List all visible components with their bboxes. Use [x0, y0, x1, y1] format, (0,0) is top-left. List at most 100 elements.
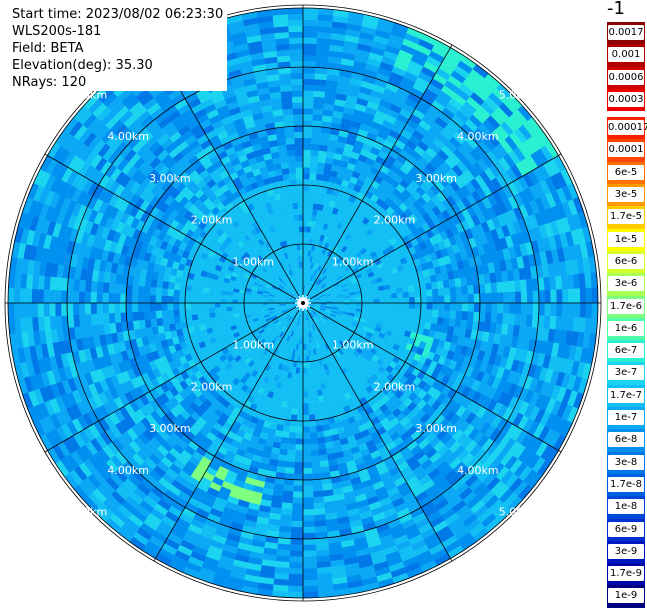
range-gate-cell [372, 290, 380, 296]
range-gate-cell [479, 293, 487, 304]
range-gate-cell [302, 190, 310, 198]
range-gate-cell [355, 296, 363, 301]
range-gate-cell [102, 292, 109, 304]
range-gate-cell [281, 496, 293, 504]
range-gate-cell [232, 302, 239, 307]
range-gate-cell [302, 408, 310, 416]
range-gate-cell [316, 555, 331, 563]
range-gate-cell [167, 295, 174, 304]
range-gate-cell [190, 302, 198, 310]
range-gate-cell [275, 555, 290, 563]
range-gate-cell [25, 302, 33, 318]
range-gate-cell [290, 532, 304, 540]
range-gate-cell [276, 549, 291, 557]
range-gate-cell [403, 302, 410, 309]
range-gate-cell [90, 313, 98, 326]
range-gate-cell [514, 313, 522, 326]
range-gate-cell [343, 297, 351, 301]
range-gate-cell [460, 277, 468, 287]
range-gate-cell [143, 286, 151, 296]
range-gate-cell [426, 289, 433, 297]
range-gate-cell [312, 108, 324, 116]
range-gate-cell [302, 450, 312, 457]
range-gate-cell [208, 292, 216, 299]
range-gate-cell [555, 275, 563, 290]
range-gate-cell [302, 167, 311, 174]
range-gate-cell [289, 544, 304, 551]
range-gate-cell [249, 305, 257, 309]
range-gate-cell [585, 287, 593, 304]
range-gate-cell [290, 538, 304, 546]
range-gate-cell [313, 96, 325, 104]
range-gate-cell [456, 302, 463, 312]
range-gate-cell [243, 299, 251, 304]
range-gate-cell [149, 294, 156, 304]
range-gate-cell [538, 302, 546, 316]
range-gate-cell [161, 295, 168, 304]
range-gate-cell [436, 280, 444, 289]
range-gate-cell [549, 315, 557, 330]
range-gate-cell [302, 385, 308, 392]
range-gate-cell [49, 302, 56, 317]
range-gate-cell [96, 281, 104, 293]
range-gate-cell [319, 460, 329, 468]
range-gate-cell [308, 190, 315, 198]
range-gate-cell [282, 490, 294, 498]
range-gate-cell [31, 316, 40, 332]
range-gate-cell [138, 277, 146, 287]
range-gate-cell [294, 456, 304, 463]
range-gate-cell [114, 302, 121, 314]
range-gate-cell [293, 473, 304, 481]
range-gate-cell [302, 202, 309, 209]
range-gate-cell [567, 302, 575, 318]
range-gate-cell [311, 384, 317, 392]
range-gate-cell [490, 282, 498, 294]
backscatter-field [7, 7, 599, 599]
range-gate-cell [302, 214, 308, 221]
range-gate-cell [243, 302, 251, 307]
range-gate-cell [302, 367, 307, 374]
range-gate-cell [585, 302, 593, 319]
range-gate-cell [306, 367, 311, 374]
range-gate-cell [287, 585, 304, 593]
range-gate-cell [384, 307, 392, 313]
range-gate-cell [302, 220, 308, 227]
range-gate-cell [431, 309, 439, 318]
range-gate-cell [379, 306, 386, 312]
range-gate-cell [294, 461, 304, 469]
range-gate-cell [302, 43, 317, 50]
range-gate-cell [285, 407, 293, 415]
range-gate-cell [349, 302, 357, 306]
range-gate-cell [316, 431, 325, 439]
range-gate-cell [137, 285, 145, 295]
range-gate-cell [220, 298, 227, 304]
range-gate-cell [313, 502, 325, 510]
range-gate-cell [37, 288, 44, 304]
range-gate-cell [317, 436, 326, 444]
range-gate-cell [317, 442, 327, 450]
range-gate-cell [555, 316, 563, 331]
range-gate-cell [72, 302, 80, 316]
range-gate-cell [161, 288, 169, 297]
range-gate-cell [526, 302, 534, 316]
range-gate-cell [503, 302, 510, 314]
range-gate-cell [43, 289, 50, 304]
range-gate-cell [232, 299, 239, 304]
range-gate-cell [309, 167, 318, 175]
range-gate-cell [461, 311, 469, 321]
range-gate-cell [179, 309, 186, 317]
range-gate-cell [298, 373, 304, 380]
range-gate-cell [309, 437, 318, 445]
range-gate-cell [302, 497, 314, 504]
range-gate-cell [13, 302, 21, 319]
range-gate-cell [55, 302, 62, 317]
range-gate-cell [556, 289, 563, 304]
range-gate-cell [467, 284, 475, 295]
range-gate-cell [312, 390, 318, 398]
range-gate-cell [289, 550, 304, 557]
range-gate-cell [572, 317, 581, 333]
range-gate-cell [491, 292, 498, 304]
range-gate-cell [292, 503, 304, 510]
range-gate-cell [315, 49, 330, 57]
range-gate-cell [131, 311, 139, 322]
